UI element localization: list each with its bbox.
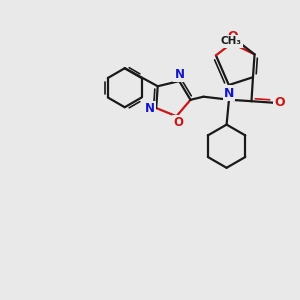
Text: O: O <box>274 96 285 109</box>
Text: N: N <box>175 68 184 81</box>
Text: N: N <box>224 87 234 100</box>
Text: CH₃: CH₃ <box>221 37 242 46</box>
Text: O: O <box>227 30 238 43</box>
Text: N: N <box>145 102 154 115</box>
Text: O: O <box>173 116 183 129</box>
